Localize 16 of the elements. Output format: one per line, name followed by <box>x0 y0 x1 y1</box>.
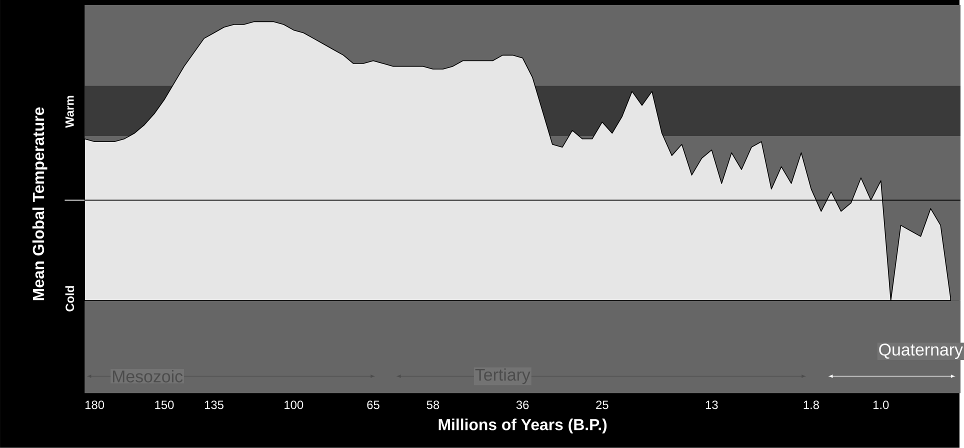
x-tick-label: 1.8 <box>804 400 819 410</box>
x-tick-label: 135 <box>204 400 224 410</box>
x-tick-label: 1.0 <box>873 400 889 410</box>
x-tick-label: 180 <box>86 400 104 410</box>
x-tick-label: 25 <box>596 400 608 410</box>
x-tick-label: 100 <box>284 400 304 410</box>
y-axis-title: Mean Global Temperature <box>32 107 48 300</box>
x-tick-label: 58 <box>426 400 440 410</box>
text: Warm <box>66 96 74 128</box>
x-axis-title: Millions of Years (B.P.) <box>438 418 607 434</box>
x-tick-label: 65 <box>367 400 380 410</box>
x-tick-label: 36 <box>516 400 529 410</box>
text: Quaternary <box>879 344 963 360</box>
x-tick-label: 13 <box>706 400 718 410</box>
text: Cold <box>65 286 74 312</box>
x-tick-label: 150 <box>155 400 174 410</box>
